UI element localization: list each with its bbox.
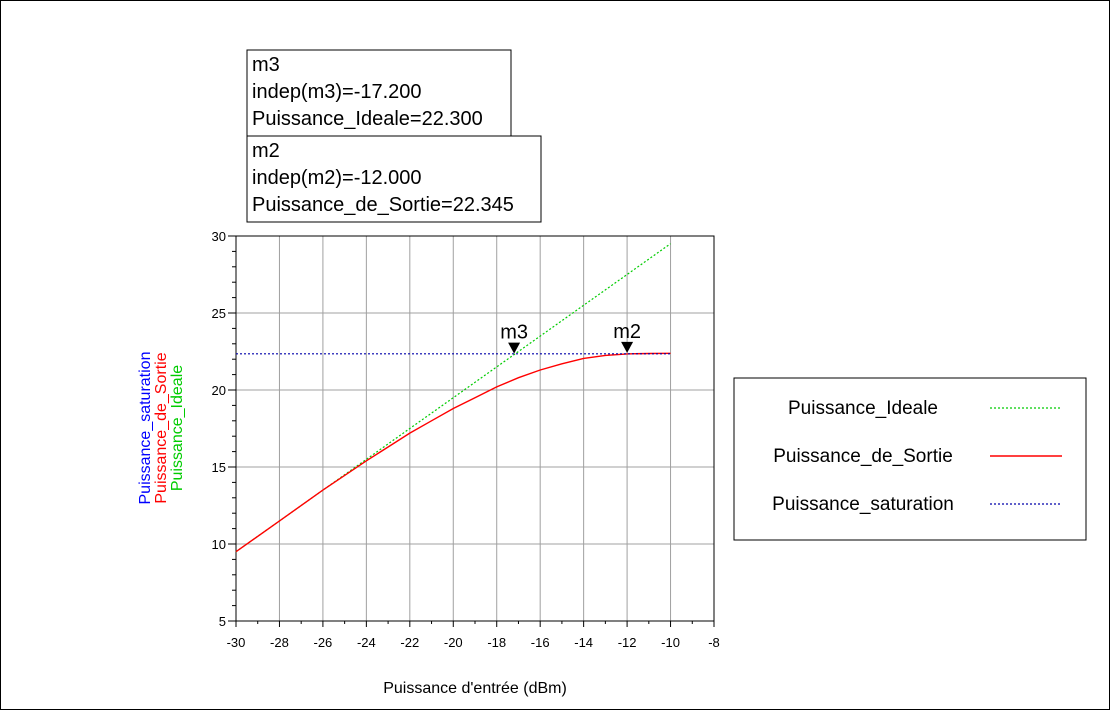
x-tick-label: -28 — [270, 635, 289, 650]
legend-label: Puissance_saturation — [772, 494, 954, 515]
readout-line: indep(m3)=-17.200 — [252, 81, 422, 103]
legend-box — [733, 377, 1087, 541]
axis-ticks: -30 -28 -26 -24 -22 -20 -18 -16 -14 -12 -10 -8 5 10 15… — [212, 229, 720, 650]
legend-label: Puissance_de_Sortie — [773, 446, 953, 467]
series-line-puissance-de-sortie — [235, 352, 671, 553]
y-axis-label: Puissance_Ideale — [169, 365, 186, 491]
x-tick-label: -16 — [531, 635, 550, 650]
x-tick-label: -10 — [661, 635, 680, 650]
y-axis-label: Puissance_saturation — [137, 352, 154, 505]
plot-area — [235, 235, 715, 622]
marker-readout-boxes: m3 indep(m3)=-17.200 Puissance_Ideale=22.3… — [246, 49, 542, 223]
x-tick-label: -14 — [574, 635, 593, 650]
x-tick-label: -20 — [444, 635, 463, 650]
legend-label: Puissance_Ideale — [788, 398, 938, 419]
y-tick-label: 25 — [212, 306, 226, 321]
y-axis-label: Puissance_de_Sortie — [153, 352, 170, 503]
x-tick-label: -12 — [618, 635, 637, 650]
x-tick-label: -24 — [357, 635, 376, 650]
x-tick-label: -18 — [487, 635, 506, 650]
y-tick-label: 10 — [212, 537, 226, 552]
y-tick-label: 15 — [212, 460, 226, 475]
x-tick-label: -8 — [708, 635, 720, 650]
readout-box — [246, 135, 542, 223]
y-tick-label: 20 — [212, 383, 226, 398]
x-axis-label: Puissance d'entrée (dBm) — [383, 680, 567, 697]
readout-box — [246, 49, 512, 137]
readout-line: Puissance_de_Sortie=22.345 — [252, 194, 514, 216]
marker-m2-readout: m2 indep(m2)=-12.000 Puissance_de_Sortie=2… — [246, 135, 542, 223]
x-tick-label: -30 — [227, 635, 246, 650]
marker-m3-triangle[interactable] — [508, 342, 521, 354]
grid-lines — [236, 236, 714, 621]
readout-line: Puissance_Ideale=22.300 — [252, 108, 483, 130]
x-tick-label: -26 — [314, 635, 333, 650]
readout-line: m3 — [252, 54, 280, 76]
series-lines — [235, 243, 671, 553]
readout-line: indep(m2)=-12.000 — [252, 167, 422, 189]
marker-m3-label: m3 — [500, 322, 528, 344]
legend: Puissance_Ideale Puissance_de_Sortie Puiss… — [733, 377, 1087, 541]
marker-triangles: m3 m2 — [500, 321, 641, 354]
x-tick-label: -22 — [400, 635, 419, 650]
marker-m3-readout: m3 indep(m3)=-17.200 Puissance_Ideale=22.3… — [246, 49, 512, 137]
readout-line: m2 — [252, 140, 280, 162]
marker-m2-label: m2 — [613, 321, 641, 343]
y-axis-labels: Puissance_saturation Puissance_de_Sortie P… — [137, 352, 186, 505]
y-tick-label: 30 — [212, 229, 226, 244]
y-tick-label: 5 — [219, 614, 226, 629]
marker-m2-triangle[interactable] — [621, 341, 634, 353]
